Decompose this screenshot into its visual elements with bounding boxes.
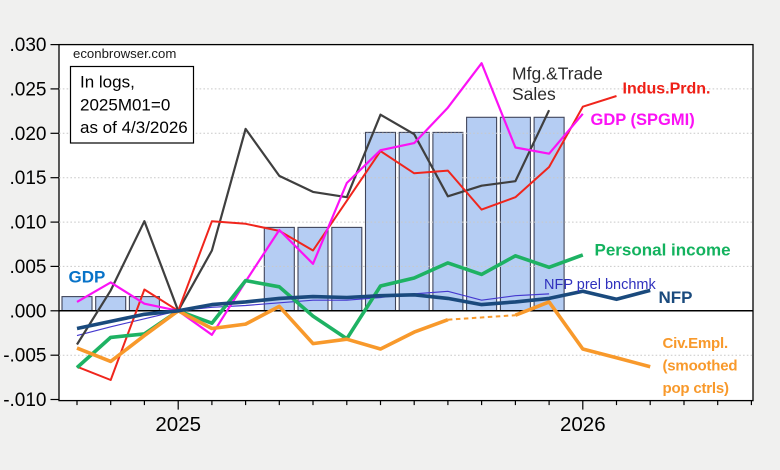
svg-text:Mfg.&Trade: Mfg.&Trade: [512, 64, 603, 84]
svg-text:GDP (SPGMI): GDP (SPGMI): [591, 111, 695, 129]
svg-text:-.010: -.010: [3, 390, 46, 411]
svg-text:Sales: Sales: [512, 84, 556, 104]
svg-text:In logs,: In logs,: [80, 73, 135, 92]
svg-text:.000: .000: [10, 301, 47, 322]
svg-text:.025: .025: [10, 79, 47, 100]
svg-text:2025M01=0: 2025M01=0: [80, 95, 170, 114]
svg-text:Indus.Prdn.: Indus.Prdn.: [623, 81, 711, 98]
svg-text:NFP prel bnchmk: NFP prel bnchmk: [544, 277, 656, 293]
svg-text:(smoothed: (smoothed: [663, 358, 738, 375]
svg-text:2025: 2025: [155, 413, 201, 436]
svg-text:.010: .010: [10, 213, 47, 234]
svg-text:NFP: NFP: [659, 288, 693, 307]
svg-text:.005: .005: [10, 257, 47, 278]
svg-text:.015: .015: [10, 168, 47, 189]
svg-text:Personal income: Personal income: [595, 240, 731, 259]
svg-text:GDP: GDP: [69, 268, 106, 287]
svg-text:-.005: -.005: [3, 346, 46, 367]
svg-text:econbrowser.com: econbrowser.com: [73, 46, 176, 61]
svg-text:2026: 2026: [560, 413, 606, 436]
svg-text:pop ctrls): pop ctrls): [663, 380, 730, 397]
svg-text:Civ.Empl.: Civ.Empl.: [663, 335, 728, 352]
svg-text:.030: .030: [10, 35, 47, 56]
svg-text:as of 4/3/2026: as of 4/3/2026: [80, 118, 188, 137]
svg-text:.020: .020: [10, 124, 47, 145]
